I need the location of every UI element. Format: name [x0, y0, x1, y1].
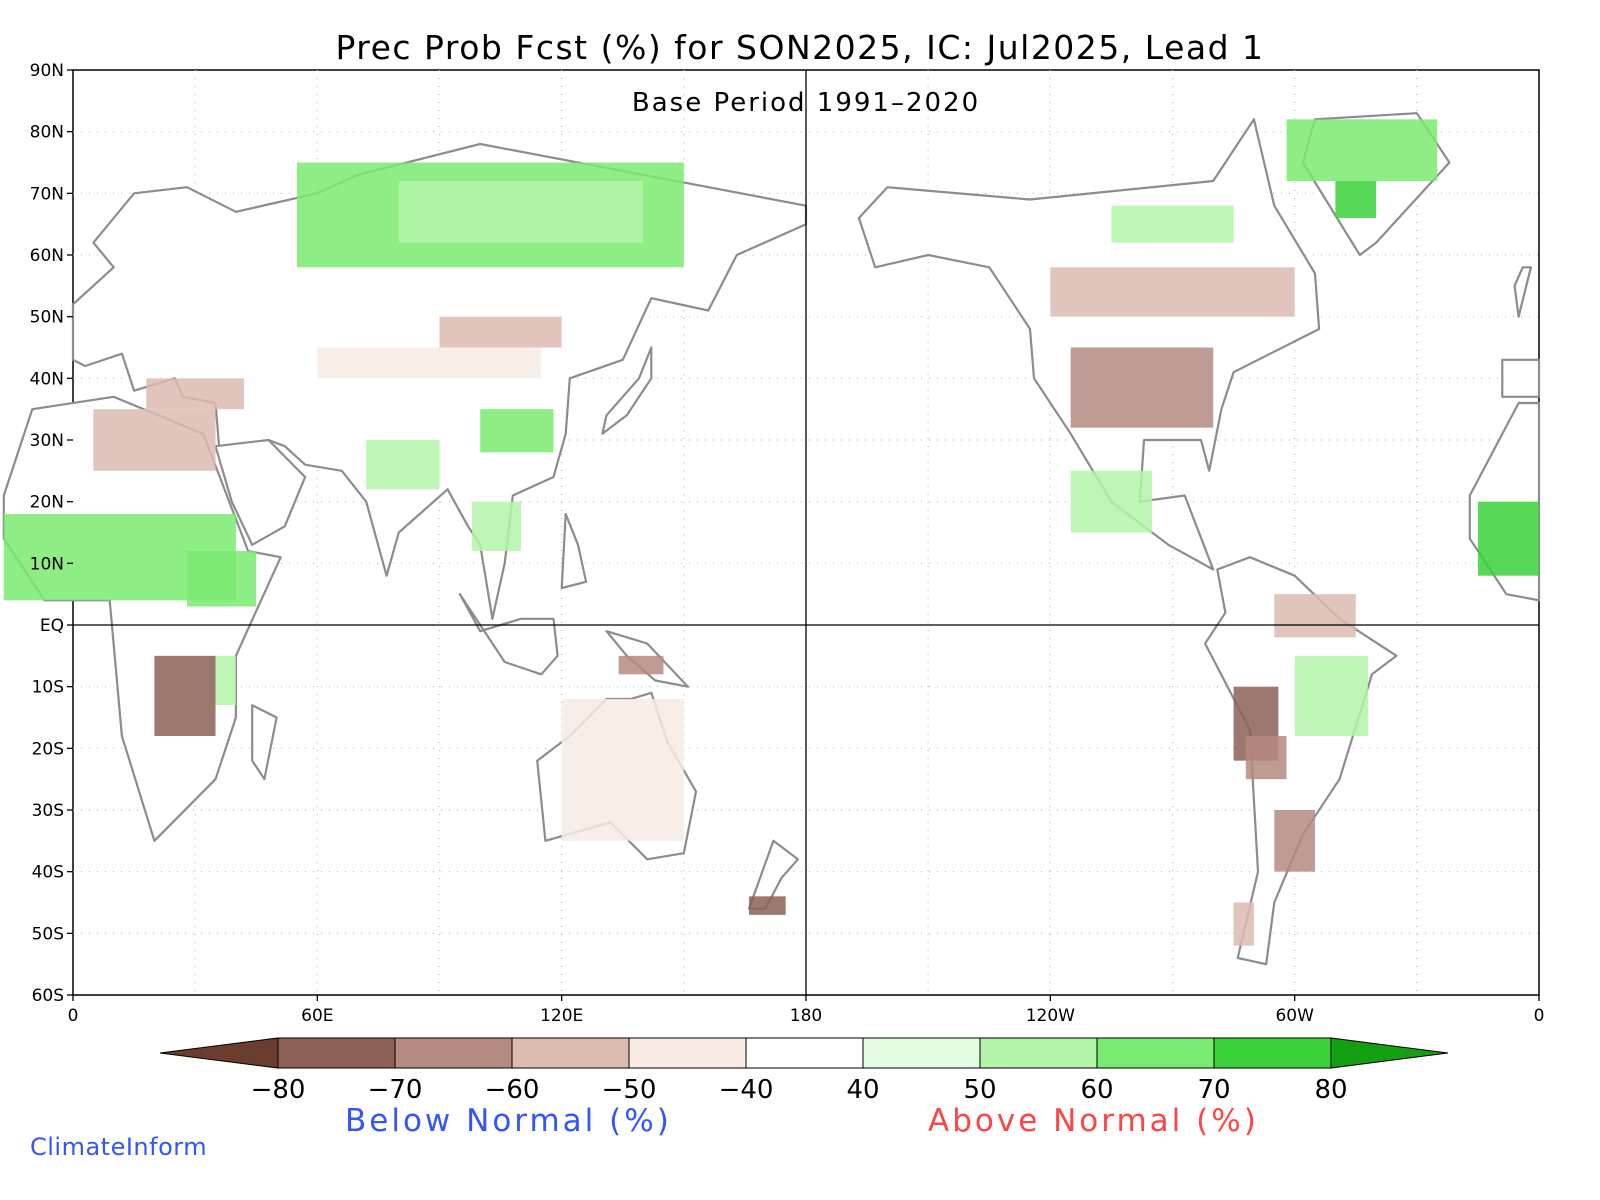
lat-label: 10S: [32, 678, 64, 698]
probability-patch: [480, 409, 554, 453]
iberia-landmass: [1501, 358, 1541, 398]
colorbar-segment: [979, 1037, 1098, 1069]
lat-label: 60N: [30, 246, 64, 266]
probability-patch: [561, 699, 684, 841]
land-layer: [2, 112, 1541, 966]
lat-label: 60S: [32, 986, 64, 1006]
colorbar-tick-label: 70: [1197, 1075, 1230, 1105]
reference-lines: [73, 70, 1539, 995]
probability-patch: [215, 655, 236, 706]
probability-patch: [366, 440, 440, 490]
colorbar-segment: [394, 1037, 513, 1069]
lat-label: 50S: [32, 924, 64, 944]
lat-label: 20N: [30, 493, 64, 513]
lat-label: 90N: [30, 61, 64, 81]
below-normal-label: Below Normal (%): [345, 1103, 672, 1139]
probability-patch: [472, 501, 521, 551]
probability-patch: [398, 181, 644, 243]
colorbar-segment: [862, 1037, 981, 1069]
probability-patch: [187, 551, 257, 607]
colorbar-tick-label: 80: [1314, 1075, 1347, 1105]
lat-label: 40N: [30, 369, 64, 389]
arabia-landmass: [214, 438, 307, 546]
lon-label: 0: [68, 1006, 79, 1026]
colorbar-segment: [1213, 1037, 1332, 1069]
probability-patch: [154, 655, 216, 736]
colorbar: −80 −70 −60 −50 −40 40 50 60 70 80: [159, 1037, 1449, 1105]
probability-patch: [1294, 655, 1368, 736]
latitude-labels: 90N 80N 70N 60N 50N 40N 30N 20N 10N EQ 10S 20S 30S 40…: [30, 61, 73, 1006]
longitude-labels: 0 60E 120E 180 120W 60W 0: [68, 995, 1545, 1026]
probability-patch: [1233, 902, 1254, 946]
lon-label: 60W: [1275, 1006, 1314, 1026]
colorbar-arrow-high: [1330, 1037, 1449, 1069]
lat-label: 40S: [32, 863, 64, 883]
above-normal-label: Above Normal (%): [928, 1103, 1259, 1139]
probability-patch: [93, 409, 216, 471]
lon-label: 0: [1534, 1006, 1545, 1026]
map-subtitle: Base Period 1991–2020: [632, 88, 980, 118]
probability-patch: [1245, 736, 1287, 780]
colorbar-arrow-low: [159, 1037, 279, 1069]
lon-label: 120W: [1026, 1006, 1075, 1026]
probability-patch: [618, 655, 664, 675]
lon-label: 120E: [540, 1006, 583, 1026]
lat-label: EQ: [40, 616, 64, 636]
indonesia-landmass: [458, 593, 559, 676]
probability-patch: [1335, 181, 1377, 218]
colorbar-segment: [745, 1037, 864, 1069]
probability-patch: [1070, 347, 1214, 428]
colorbar-segment: [1096, 1037, 1215, 1069]
colorbar-tick-label: −50: [602, 1075, 657, 1105]
lat-label: 30N: [30, 431, 64, 451]
probability-patch: [439, 316, 562, 348]
probability-patch: [1111, 205, 1234, 243]
lat-label: 70N: [30, 184, 64, 204]
colorbar-tick-label: 50: [963, 1075, 996, 1105]
colorbar-tick-label: −80: [251, 1075, 306, 1105]
probability-patch: [146, 378, 245, 410]
colorbar-segment: [277, 1037, 396, 1069]
lon-label: 180: [790, 1006, 822, 1026]
colorbar-segment: [628, 1037, 747, 1069]
probability-patch: [1050, 267, 1295, 317]
colorbar-tick-label: −40: [719, 1075, 774, 1105]
lat-label: 80N: [30, 123, 64, 143]
lat-label: 20S: [32, 739, 64, 759]
colorbar-tick-label: −70: [368, 1075, 423, 1105]
philippines-landmass: [560, 512, 588, 590]
probability-patch: [1274, 594, 1356, 638]
lon-label: 60E: [301, 1006, 333, 1026]
colorbar-tick-label: −60: [485, 1075, 540, 1105]
credit-text: ClimateInform: [30, 1133, 208, 1161]
madagascar-landmass: [251, 704, 278, 781]
probability-patch: [1274, 810, 1316, 872]
japan-landmass: [601, 346, 653, 435]
probability-patch: [1286, 119, 1438, 181]
lat-label: 10N: [30, 554, 64, 574]
map-title: Prec Prob Fcst (%) for SON2025, IC: Jul2…: [335, 28, 1265, 67]
uk-landmass: [1513, 266, 1533, 318]
colorbar-tick-label: 40: [846, 1075, 879, 1105]
probability-patch: [1477, 501, 1539, 576]
colorbar-tick-label: 60: [1080, 1075, 1113, 1105]
probability-patch: [748, 896, 786, 915]
lat-label: 50N: [30, 308, 64, 328]
lat-label: 30S: [32, 801, 64, 821]
probability-patch: [1070, 470, 1153, 533]
probability-patch: [317, 347, 542, 379]
colorbar-segment: [511, 1037, 630, 1069]
